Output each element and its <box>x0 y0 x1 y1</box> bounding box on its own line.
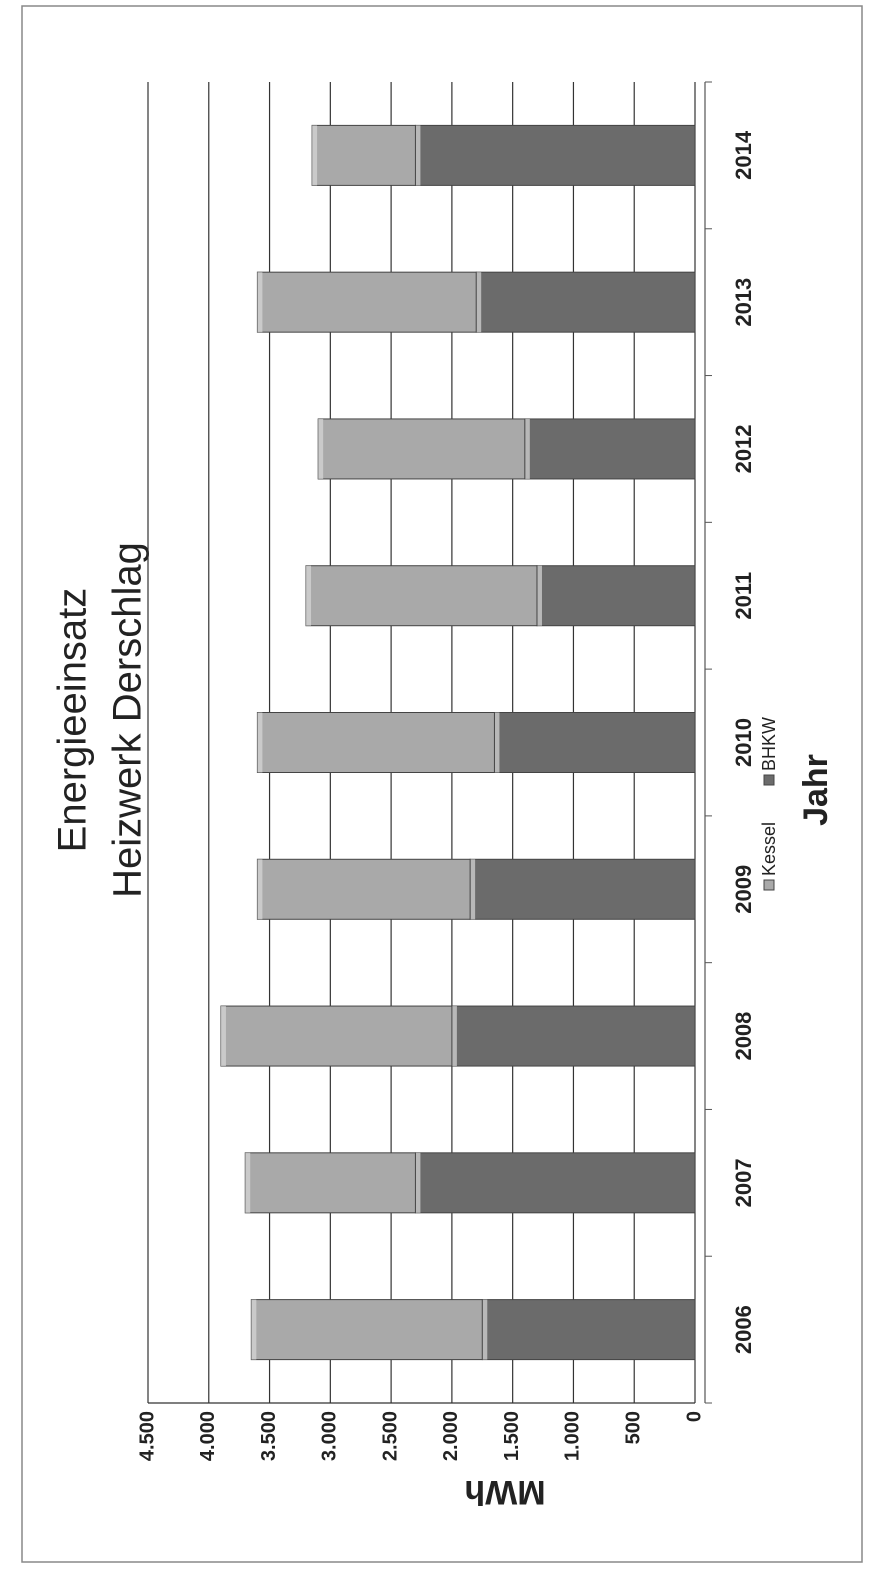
bar-segment <box>250 1299 483 1361</box>
y-tick-label: 4.500 <box>136 1411 158 1461</box>
x-tick-label: 2013 <box>731 278 756 327</box>
bar-segment <box>256 712 495 773</box>
bar-bevel <box>257 712 263 773</box>
y-tick-label: 3.500 <box>258 1411 280 1461</box>
chart-title: Energieeinsatz <box>51 588 95 853</box>
bar-segment <box>536 565 696 627</box>
x-tick-label: 2011 <box>731 572 756 620</box>
bar-bevel <box>470 859 476 920</box>
x-tick-label: 2007 <box>731 1158 756 1207</box>
x-tick-label: 2009 <box>731 865 756 914</box>
bar-segment <box>493 712 696 773</box>
bar-bevel <box>306 565 312 626</box>
y-tick-label: 3.000 <box>319 1411 341 1461</box>
bar-segment <box>414 124 696 186</box>
legend-label: BHKW <box>759 717 779 771</box>
bar-segment <box>311 124 416 186</box>
bar-bevel <box>482 1299 488 1360</box>
bar-segment <box>317 418 526 480</box>
y-tick-label: 2.500 <box>379 1411 401 1461</box>
x-axis-title: Jahr <box>797 754 835 826</box>
y-tick-label: 0 <box>683 1411 705 1422</box>
page-frame <box>21 5 863 1563</box>
bar-bevel <box>494 712 500 773</box>
y-tick-label: 500 <box>623 1411 645 1444</box>
bar-bevel <box>257 272 263 333</box>
bar-bevel <box>245 1152 251 1213</box>
chart-subtitle: Heizwerk Derschlag <box>106 542 150 898</box>
x-tick-label: 2014 <box>731 130 756 180</box>
bar-bevel <box>251 1299 257 1360</box>
bar-segment <box>524 418 696 480</box>
bar-segment <box>244 1152 416 1214</box>
bar-segment <box>414 1152 696 1214</box>
bar-bevel <box>415 125 421 186</box>
y-tick-label: 1.000 <box>562 1411 584 1461</box>
bar-segment <box>451 1005 696 1067</box>
bar-segment <box>256 271 477 333</box>
bar-segment <box>475 271 696 333</box>
legend-swatch <box>763 774 775 786</box>
legend-label: Kessel <box>759 822 779 876</box>
x-tick-label: 2008 <box>731 1012 756 1061</box>
chart: Energieeinsatz Heizwerk Derschlag Jahr M… <box>51 81 835 1511</box>
bar-bevel <box>257 859 263 920</box>
x-tick-label: 2012 <box>731 424 756 473</box>
bar-bevel <box>476 272 482 333</box>
bar-bevel <box>318 418 324 479</box>
bar-segment <box>220 1005 453 1067</box>
bar-bevel <box>220 1006 226 1067</box>
legend-swatch <box>763 879 775 891</box>
bar-segment <box>305 565 538 627</box>
y-tick-label: 4.000 <box>197 1411 219 1461</box>
bar-segment <box>481 1299 696 1361</box>
bar-bevel <box>451 1006 457 1067</box>
y-tick-label: 1.500 <box>501 1411 523 1461</box>
bar-bevel <box>415 1152 421 1213</box>
x-tick-label: 2010 <box>731 718 756 767</box>
y-tick-label: 2.000 <box>440 1411 462 1461</box>
y-axis-title: MWh <box>464 1473 545 1511</box>
bar-segment <box>469 858 696 920</box>
bar-bevel <box>312 125 318 186</box>
bar-bevel <box>536 565 542 626</box>
x-tick-label: 2006 <box>731 1305 756 1354</box>
bar-bevel <box>524 418 530 479</box>
bar-segment <box>256 858 471 920</box>
